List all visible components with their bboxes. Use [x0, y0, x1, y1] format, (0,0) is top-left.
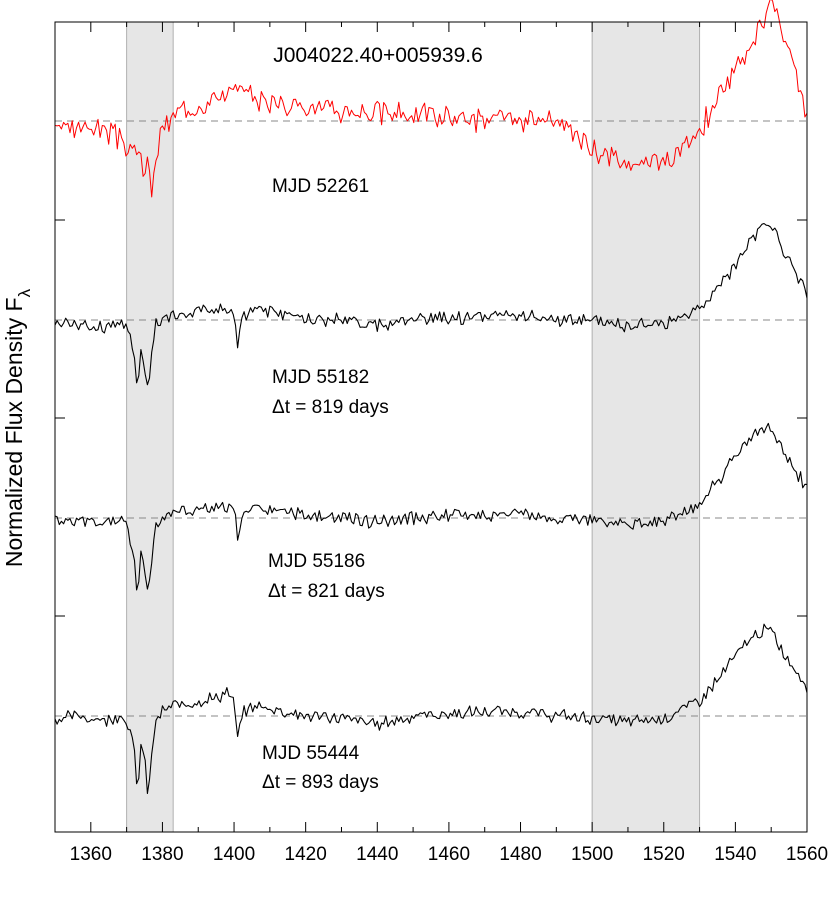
series-line-2 — [54, 222, 808, 386]
series-line-3 — [54, 422, 808, 591]
x-tick-label: 1400 — [213, 844, 255, 865]
epoch-delta-4: Δt = 893 days — [262, 772, 379, 793]
x-tick-label: 1520 — [643, 844, 685, 865]
annotations: MJD 52261 MJD 55182 Δt = 819 days MJD 55186… — [262, 176, 389, 793]
x-tick-label: 1440 — [356, 844, 398, 865]
series-line-4 — [54, 623, 808, 795]
x-tick-label: 1460 — [428, 844, 470, 865]
shaded-region-1 — [126, 21, 174, 833]
axis-ticks: 1360 1380 1400 1420 1440 1460 1480 1500 1520 1540… — [54, 22, 828, 865]
series-lines — [54, 0, 808, 795]
y-axis-label-text: Normalized Flux Density F — [1, 297, 27, 567]
x-tick-label: 1480 — [499, 844, 541, 865]
series-line-1 — [54, 0, 808, 198]
shaded-regions — [126, 21, 701, 833]
epoch-label-2: MJD 55182 — [272, 367, 369, 388]
x-tick-label: 1540 — [714, 844, 756, 865]
y-axis-label-subscript: λ — [15, 288, 34, 297]
y-axis-label: Normalized Flux Density Fλ — [1, 288, 34, 567]
x-tick-label: 1500 — [571, 844, 613, 865]
epoch-label-1: MJD 52261 — [272, 176, 369, 197]
epoch-delta-3: Δt = 821 days — [268, 581, 385, 602]
epoch-label-4: MJD 55444 — [262, 743, 360, 764]
plot-frame — [54, 21, 808, 833]
x-tick-label: 1420 — [285, 844, 327, 865]
epoch-delta-2: Δt = 819 days — [272, 397, 389, 418]
chart-title: J004022.40+005939.6 — [273, 44, 483, 67]
x-tick-label: 1380 — [141, 844, 183, 865]
epoch-label-3: MJD 55186 — [268, 551, 365, 572]
x-tick-label: 1560 — [786, 844, 828, 865]
x-tick-label: 1360 — [70, 844, 112, 865]
baselines — [55, 120, 807, 717]
